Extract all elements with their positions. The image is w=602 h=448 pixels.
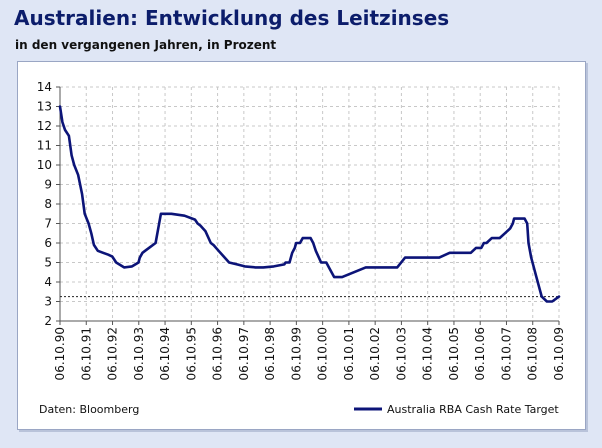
x-tick-label: 06.10.08 xyxy=(526,327,540,380)
x-tick-label: 06.10.05 xyxy=(447,327,461,380)
y-tick-label: 11 xyxy=(37,139,52,153)
x-tick-label: 06.10.03 xyxy=(394,327,408,380)
legend: Australia RBA Cash Rate Target xyxy=(354,403,559,416)
legend-label: Australia RBA Cash Rate Target xyxy=(387,403,559,416)
x-tick-label: 06.10.94 xyxy=(158,327,172,380)
y-tick-label: 5 xyxy=(44,256,52,270)
x-tick-label: 06.10.91 xyxy=(79,327,93,380)
y-tick-label: 9 xyxy=(44,178,52,192)
x-tick-label: 06.10.99 xyxy=(289,327,303,380)
y-tick-label: 2 xyxy=(44,314,52,328)
x-tick-label: 06.10.00 xyxy=(316,327,330,380)
y-tick-label: 14 xyxy=(37,80,52,94)
x-tick-label: 06.10.01 xyxy=(342,327,356,380)
series-group xyxy=(58,105,561,303)
x-tick-label: 06.10.90 xyxy=(53,327,67,380)
x-tick-label: 06.10.06 xyxy=(473,327,487,380)
x-tick-label: 06.10.07 xyxy=(499,327,513,380)
x-tick-label: 06.10.92 xyxy=(106,327,120,380)
source-note: Daten: Bloomberg xyxy=(39,403,139,416)
y-tick-label: 6 xyxy=(44,236,52,250)
x-tick-label: 06.10.96 xyxy=(211,327,225,380)
series-line xyxy=(58,105,561,303)
x-tick-label: 06.10.98 xyxy=(263,327,277,380)
x-tick-label: 06.10.04 xyxy=(421,327,435,380)
x-tick-label: 06.10.09 xyxy=(552,327,566,380)
x-tick-label: 06.10.02 xyxy=(368,327,382,380)
y-tick-label: 8 xyxy=(44,197,52,211)
y-tick-label: 4 xyxy=(44,275,52,289)
grid-lines xyxy=(59,86,560,322)
chart-panel xyxy=(17,61,586,430)
page-subtitle: in den vergangenen Jahren, in Prozent xyxy=(15,38,277,52)
y-axis-ticks: 2 3 4 5 6 7 8 9 10 11 12 13 14 xyxy=(37,80,60,328)
y-tick-label: 7 xyxy=(44,217,52,231)
x-tick-label: 06.10.97 xyxy=(237,327,251,380)
y-tick-label: 13 xyxy=(37,100,52,114)
y-tick-label: 10 xyxy=(37,158,52,172)
y-tick-label: 3 xyxy=(44,295,52,309)
y-tick-label: 12 xyxy=(37,119,52,133)
x-tick-label: 06.10.95 xyxy=(184,327,198,380)
x-axis-ticks: 06.10.90 06.10.91 06.10.92 06.10.93 06.10.94… xyxy=(53,321,566,380)
x-tick-label: 06.10.93 xyxy=(132,327,146,380)
page-title: Australien: Entwicklung des Leitzinses xyxy=(14,6,450,30)
axes xyxy=(59,87,559,322)
